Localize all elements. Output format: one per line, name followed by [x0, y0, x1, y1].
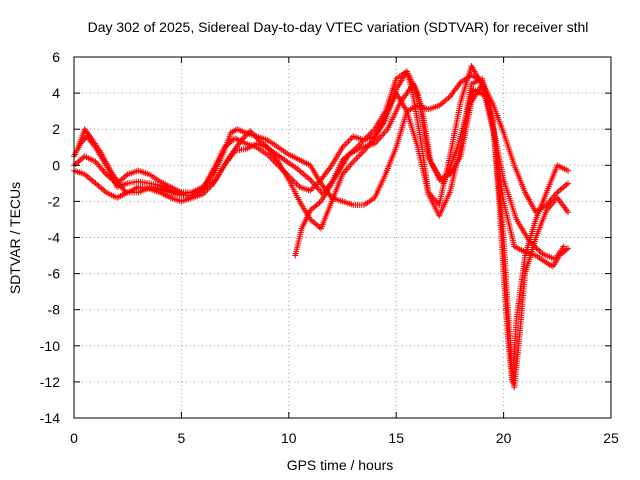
data-point: [527, 239, 534, 246]
ticks: [73, 56, 612, 419]
data-point: [536, 247, 543, 254]
data-point: [565, 180, 572, 187]
x-tick-label: 5: [178, 430, 186, 446]
y-axis-label: SDTVAR / TECUs: [7, 182, 23, 294]
series-track-5: [75, 81, 567, 263]
data-point: [532, 243, 539, 250]
y-tick-label: -2: [48, 193, 61, 209]
data-point: [563, 246, 570, 253]
data-point: [560, 243, 567, 250]
y-tick-label: -14: [40, 410, 60, 426]
y-tick-label: -4: [48, 230, 61, 246]
y-tick-label: -6: [48, 266, 61, 282]
x-tick-label: 25: [603, 430, 619, 446]
series-layer: [71, 63, 572, 391]
tick-labels: 0 5 10 15 20 25 -14 -12 -10 -8 -6 -4 -2 0 2 4 6: [40, 49, 619, 446]
y-tick-label: 2: [52, 121, 60, 137]
x-axis-label: GPS time / hours: [287, 457, 394, 473]
x-tick-label: 15: [388, 430, 404, 446]
data-point: [530, 242, 537, 249]
data-point: [565, 245, 572, 252]
chart-title: Day 302 of 2025, Sidereal Day-to-day VTE…: [88, 19, 589, 35]
y-tick-label: -8: [48, 302, 61, 318]
y-tick-label: 4: [52, 85, 60, 101]
x-tick-label: 20: [496, 430, 512, 446]
data-point: [565, 209, 572, 216]
data-point: [535, 246, 541, 253]
x-tick-label: 0: [70, 430, 78, 446]
y-tick-label: -10: [40, 338, 60, 354]
data-point: [565, 167, 572, 174]
y-tick-label: -12: [40, 374, 60, 390]
y-tick-label: 0: [52, 157, 60, 173]
data-point: [526, 238, 533, 245]
y-tick-label: 6: [52, 49, 60, 65]
x-tick-label: 10: [281, 430, 297, 446]
